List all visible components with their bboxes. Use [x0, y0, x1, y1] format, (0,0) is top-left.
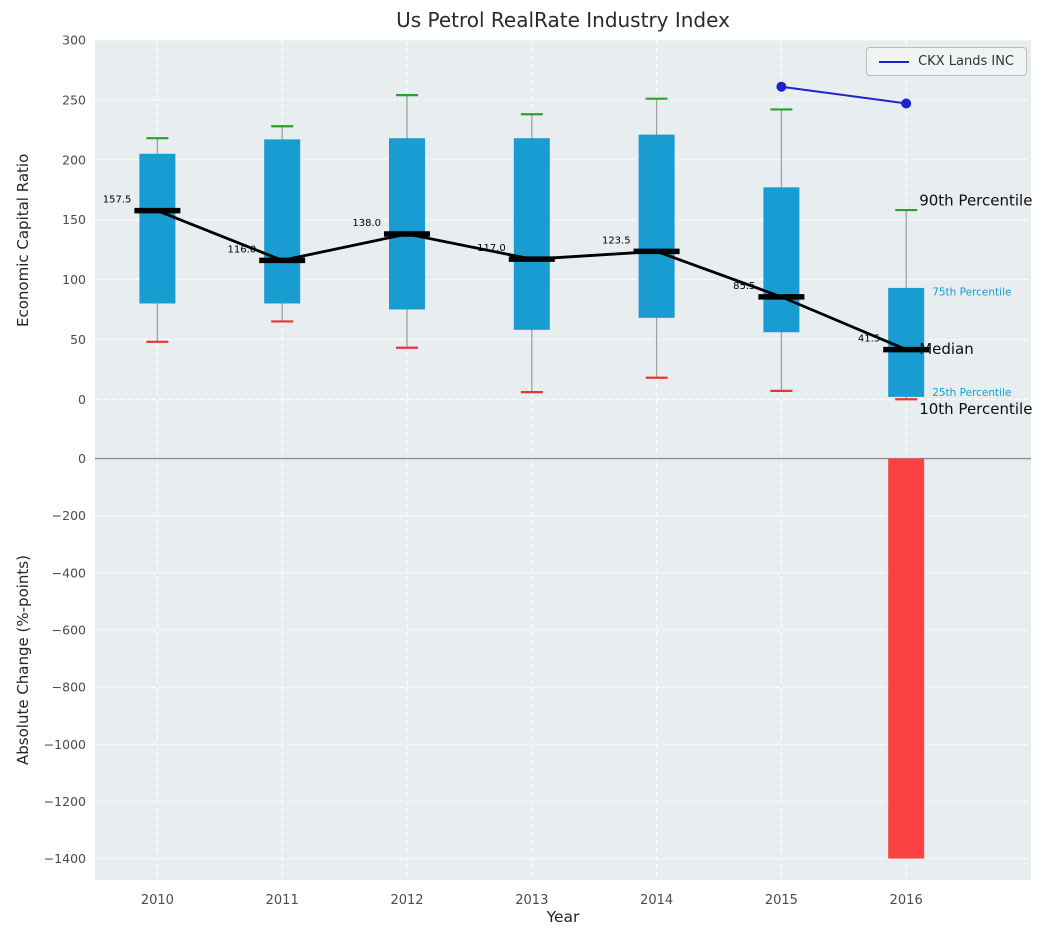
annotation-75th-percentile: 75th Percentile — [932, 286, 1011, 298]
series-ckx-lands-inc — [776, 81, 912, 109]
annotation-25th-percentile: 25th Percentile — [932, 387, 1011, 399]
x-axis-label: Year — [546, 908, 580, 926]
y-tick-label: −600 — [52, 623, 86, 638]
y-axis-label-top: Economic Capital Ratio — [14, 153, 32, 327]
boxplot-2010 — [139, 137, 176, 343]
boxplot-2012 — [389, 93, 425, 349]
y-tick-label: 150 — [62, 212, 86, 227]
annotation-10th-percentile: 10th Percentile — [919, 400, 1032, 418]
tick-labels: 300 250 200 150 100 50 0 0 −200 −400 −600 −800 −1000… — [44, 33, 923, 909]
iqr-box — [264, 139, 301, 304]
y-tick-label: 100 — [62, 272, 86, 287]
medians: 157.5 116.0 138.0 117.0 123.5 85.5 41.5 — [103, 195, 930, 353]
x-tick-label: 2010 — [141, 893, 174, 908]
boxplot-2016 — [888, 208, 925, 401]
y-tick-label: 250 — [62, 92, 86, 107]
iqr-box — [513, 138, 550, 330]
x-tick-label: 2012 — [390, 893, 423, 908]
legend-label: CKX Lands INC — [918, 54, 1014, 69]
change-bars — [888, 458, 925, 859]
iqr-box — [638, 134, 675, 318]
x-tick-label: 2011 — [266, 893, 299, 908]
y-tick-label: −1400 — [44, 851, 86, 866]
plot-background — [95, 40, 1031, 880]
legend: CKX Lands INC — [866, 47, 1027, 76]
y-axis-label-bottom: Absolute Change (%-points) — [14, 555, 32, 765]
median-value-label-2011: 116.0 — [228, 244, 257, 255]
series-point — [776, 81, 787, 92]
y-tick-label: −800 — [52, 680, 86, 695]
iqr-box — [763, 187, 800, 333]
y-tick-label: −400 — [52, 565, 86, 580]
y-tick-label: 300 — [62, 33, 86, 48]
median-value-label-2012: 138.0 — [352, 218, 381, 229]
median-value-label-2015: 85.5 — [733, 281, 755, 292]
boxplot-2011 — [264, 125, 301, 323]
x-tick-label: 2015 — [765, 893, 798, 908]
boxplot-2014 — [638, 97, 675, 379]
annotation-median: Median — [919, 340, 974, 358]
boxplots — [139, 93, 925, 401]
y-tick-label: 50 — [70, 332, 86, 347]
y-tick-label: −1000 — [44, 737, 86, 752]
x-tick-label: 2016 — [890, 893, 923, 908]
y-tick-label: 0 — [78, 392, 86, 407]
percentile-annotations: 90th Percentile 75th Percentile Median 25th… — [919, 191, 1032, 417]
change-bar-2016 — [888, 458, 925, 859]
y-tick-label: −1200 — [44, 794, 86, 809]
y-tick-label: 200 — [62, 152, 86, 167]
boxplot-2013 — [513, 113, 550, 394]
x-tick-label: 2013 — [515, 893, 548, 908]
y-tick-label: −200 — [52, 508, 86, 523]
iqr-box — [389, 138, 425, 310]
boxplot-2015 — [763, 108, 800, 392]
series-point — [901, 98, 912, 109]
median-value-label-2016: 41.5 — [858, 334, 880, 345]
legend-line-sample — [879, 60, 910, 63]
x-tick-label: 2014 — [640, 893, 673, 908]
median-value-label-2014: 123.5 — [602, 235, 631, 246]
chart-title: Us Petrol RealRate Industry Index — [396, 8, 730, 32]
y-tick-label: 0 — [78, 451, 86, 466]
iqr-box — [139, 153, 176, 304]
median-value-label-2013: 117.0 — [477, 243, 506, 254]
series-line — [781, 85, 907, 105]
annotation-90th-percentile: 90th Percentile — [919, 191, 1032, 209]
median-value-label-2010: 157.5 — [103, 195, 132, 206]
iqr-box — [888, 287, 925, 397]
